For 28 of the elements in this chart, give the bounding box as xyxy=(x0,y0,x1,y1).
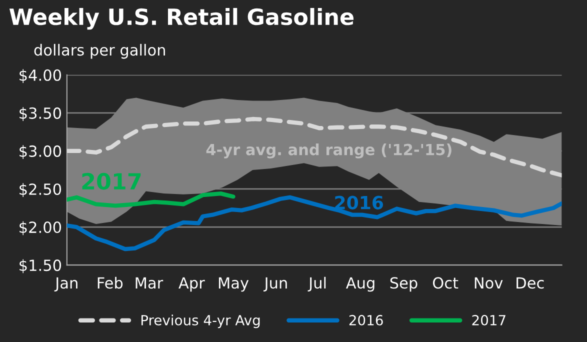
x-tick-label: Jan xyxy=(54,277,78,292)
y-tick-label: $2.50 xyxy=(20,183,62,198)
legend-label: 2016 xyxy=(349,314,383,326)
y-tick-label: $2.00 xyxy=(20,221,62,236)
line-series xyxy=(66,191,236,208)
annotation: 4-yr avg. and range ('12-'15) xyxy=(206,144,452,158)
x-tick-label: Apr xyxy=(178,277,205,292)
x-tick-label: Jul xyxy=(308,276,326,292)
y-tick-label: $1.50 xyxy=(20,259,62,274)
annotation: 2016 xyxy=(335,196,384,210)
legend-label: Previous 4-yr Avg xyxy=(141,314,260,328)
x-tick-label: May xyxy=(218,277,249,292)
x-tick-label: Jun xyxy=(263,277,287,292)
line-series xyxy=(66,195,562,252)
x-tick-label: Oct xyxy=(432,277,458,289)
y-tick-label: $3.00 xyxy=(20,145,62,160)
annotation: 2017 xyxy=(82,172,141,190)
x-tick-label: Feb xyxy=(98,276,123,289)
x-tick-label: Aug xyxy=(346,277,374,292)
legend-label: 2017 xyxy=(472,314,506,326)
x-tick-label: Mar xyxy=(136,277,164,289)
chart-subtitle: dollars per gallon xyxy=(34,44,165,59)
x-tick-label: Dec xyxy=(516,277,544,289)
x-tick-label: Nov xyxy=(474,277,503,289)
chart-title: Weekly U.S. Retail Gasoline xyxy=(9,8,354,30)
x-tick-label: Sep xyxy=(390,277,418,292)
y-tick-label: $3.50 xyxy=(20,107,62,121)
y-tick-label: $4.00 xyxy=(20,69,62,83)
